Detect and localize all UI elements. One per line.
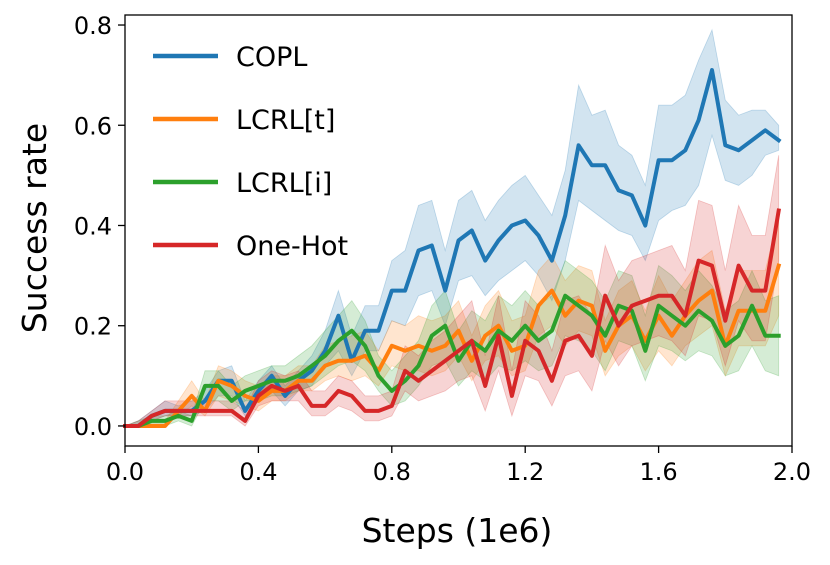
x-tick-label: 1.2 — [506, 458, 544, 486]
y-tick-label: 0.0 — [74, 413, 112, 441]
series-lines — [123, 68, 782, 428]
legend: COPL LCRL[t] LCRL[i] One-Hot — [153, 42, 348, 262]
x-axis-label: Steps (1e6) — [362, 511, 553, 550]
band-one-hot — [124, 155, 780, 427]
line-one-hot — [123, 208, 782, 428]
line-lcrl-i — [123, 293, 781, 428]
x-tick-label: 0.0 — [106, 458, 144, 486]
legend-label-copl: COPL — [236, 42, 307, 73]
band-copl — [124, 28, 780, 427]
legend-label-lcrl-t: LCRL[t] — [236, 105, 335, 136]
legend-label-one-hot: One-Hot — [236, 231, 348, 262]
y-tick-label: 0.2 — [74, 313, 112, 341]
x-tick-label: 2.0 — [773, 458, 811, 486]
x-tick-label: 1.6 — [640, 458, 678, 486]
x-tick-label: 0.8 — [373, 458, 411, 486]
x-axis-ticks: 0.0 0.4 0.8 1.2 1.6 2.0 — [106, 446, 811, 486]
plot-area-frame — [124, 14, 793, 447]
y-axis-label: Success rate — [15, 123, 54, 333]
y-tick-label: 0.6 — [74, 112, 112, 140]
legend-label-lcrl-i: LCRL[i] — [236, 168, 332, 199]
y-tick-label: 0.4 — [74, 212, 112, 240]
x-tick-label: 0.4 — [239, 458, 277, 486]
y-axis-ticks: 0.0 0.2 0.4 0.6 0.8 — [74, 12, 125, 441]
confidence-bands — [124, 28, 780, 427]
y-tick-label: 0.8 — [74, 12, 112, 40]
